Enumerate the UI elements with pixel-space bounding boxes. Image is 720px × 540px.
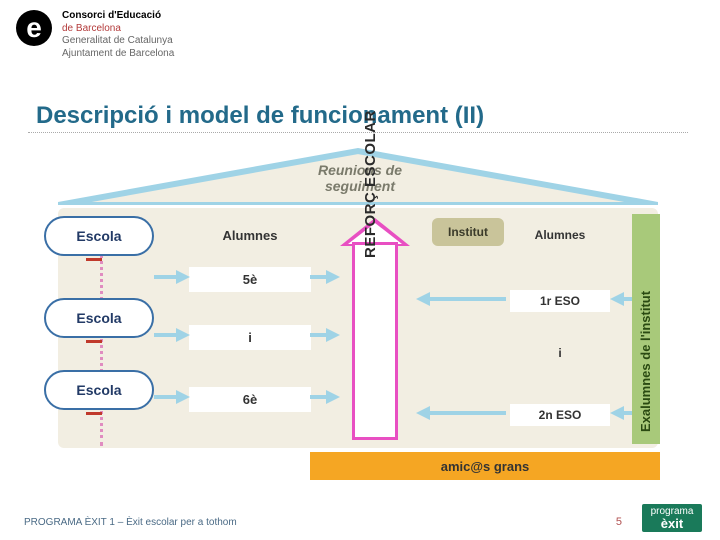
exit-logo-big: èxit bbox=[661, 517, 683, 530]
consorci-text: Consorci d'Educació de Barcelona General… bbox=[62, 10, 174, 60]
arrow-exal-1reso bbox=[610, 292, 632, 306]
arrow-2neso-left bbox=[416, 406, 506, 420]
exit-logo-icon: programa èxit bbox=[642, 504, 702, 532]
reforc-escolar-arrow: REFORÇ ESCOLAR bbox=[336, 214, 414, 446]
left-alumnes-label: Alumnes bbox=[190, 224, 310, 247]
escola-node-3: Escola bbox=[44, 370, 154, 410]
consorci-logo-icon: e bbox=[16, 10, 52, 46]
right-cell-2n-eso: 2n ESO bbox=[510, 404, 610, 426]
header: e Consorci d'Educació de Barcelona Gener… bbox=[16, 10, 174, 60]
page-title: Descripció i model de funcionament (II) bbox=[36, 102, 484, 130]
left-cell-i: i bbox=[190, 326, 310, 349]
exit-logo-small: programa bbox=[651, 507, 694, 517]
reforc-escolar-label: REFORÇ ESCOLAR bbox=[362, 78, 379, 258]
title-separator bbox=[28, 132, 688, 133]
arrow-escola-i bbox=[154, 328, 190, 342]
escola-marker-3 bbox=[86, 412, 102, 415]
consorci-line-3: Generalitat de Catalunya bbox=[62, 35, 174, 48]
escola-marker-1 bbox=[86, 258, 102, 261]
page-number: 5 bbox=[616, 516, 622, 528]
institut-pill: Institut bbox=[432, 218, 504, 246]
escola-node-2: Escola bbox=[44, 298, 154, 338]
consorci-line-4: Ajuntament de Barcelona bbox=[62, 48, 174, 61]
amics-grans-label: amic@s grans bbox=[441, 459, 530, 474]
left-cell-5e: 5è bbox=[190, 268, 310, 291]
exalumnes-bar: Exalumnes de l'institut bbox=[632, 214, 660, 444]
reunions-line-2: seguiment bbox=[325, 178, 395, 194]
consorci-line-2: de Barcelona bbox=[62, 23, 174, 36]
right-cell-1r-eso: 1r ESO bbox=[510, 290, 610, 312]
escola-marker-2 bbox=[86, 340, 102, 343]
right-cell-i: i bbox=[510, 342, 610, 364]
arrow-escola-6e bbox=[154, 390, 190, 404]
arrow-1reso-left bbox=[416, 292, 506, 306]
reunions-line-1: Reunions de bbox=[318, 162, 402, 178]
escola-node-1: Escola bbox=[44, 216, 154, 256]
right-alumnes-label: Alumnes bbox=[510, 224, 610, 246]
amics-grans-bar: amic@s grans bbox=[310, 452, 660, 480]
exalumnes-label: Exalumnes de l'institut bbox=[638, 212, 653, 432]
arrow-exal-2neso bbox=[610, 406, 632, 420]
footer-program-text: PROGRAMA ÈXIT 1 – Èxit escolar per a tot… bbox=[24, 517, 237, 528]
consorci-line-1: Consorci d'Educació bbox=[62, 10, 174, 23]
left-cell-6e: 6è bbox=[190, 388, 310, 411]
reunions-banner: Reunions de seguiment bbox=[0, 162, 720, 194]
arrow-escola-5e bbox=[154, 270, 190, 284]
